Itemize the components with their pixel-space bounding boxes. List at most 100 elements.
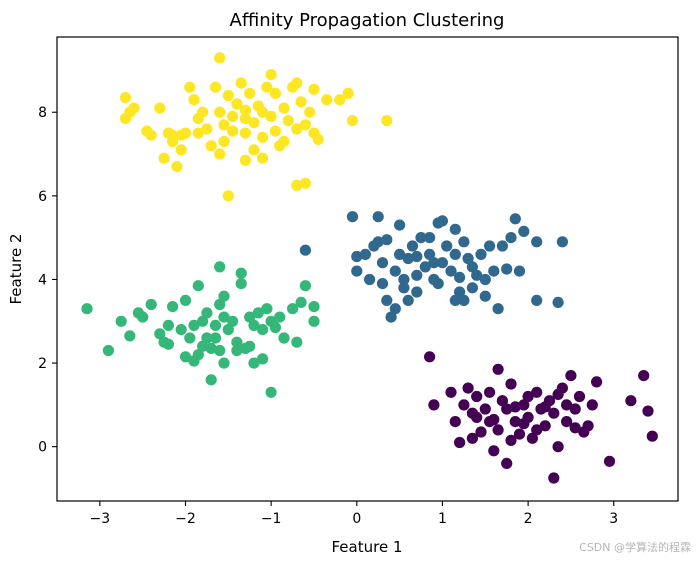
data-point — [505, 434, 517, 446]
y-tick-label: 4 — [38, 272, 47, 288]
data-point — [398, 282, 410, 294]
data-point — [197, 315, 209, 327]
data-point — [539, 401, 551, 413]
data-point — [321, 94, 333, 106]
data-point — [492, 303, 504, 315]
data-point — [287, 303, 299, 315]
data-point — [227, 315, 239, 327]
data-point — [214, 298, 226, 311]
data-point — [432, 278, 444, 290]
data-point — [265, 110, 277, 122]
data-point — [475, 426, 487, 438]
plot-frame — [56, 36, 679, 502]
data-point — [205, 374, 217, 386]
data-point — [376, 257, 389, 269]
data-point — [175, 324, 187, 336]
data-point — [458, 294, 470, 306]
x-axis-label: Feature 1 — [332, 538, 403, 556]
data-point — [257, 152, 269, 164]
data-point — [475, 248, 487, 260]
x-tick-label: 0 — [352, 511, 361, 527]
data-point — [269, 87, 281, 99]
data-point — [381, 115, 393, 127]
data-point — [531, 236, 543, 248]
data-point — [308, 83, 320, 95]
data-point — [218, 290, 230, 302]
data-point — [214, 52, 226, 64]
data-point — [509, 213, 521, 225]
data-point — [244, 87, 256, 99]
data-point — [197, 340, 209, 352]
data-point — [184, 81, 196, 93]
data-point — [145, 298, 157, 311]
data-point — [376, 278, 389, 290]
data-point — [248, 144, 260, 156]
data-point — [214, 344, 226, 357]
data-point — [569, 422, 581, 434]
data-point — [488, 445, 500, 457]
x-tick-label: −2 — [175, 511, 196, 527]
data-point — [591, 376, 603, 388]
data-point — [265, 69, 277, 81]
data-point — [462, 252, 474, 265]
data-point — [484, 386, 496, 398]
data-point — [291, 77, 303, 89]
data-point — [154, 102, 166, 114]
data-point — [244, 340, 256, 352]
data-point — [282, 115, 294, 127]
data-point — [394, 248, 406, 260]
data-point — [175, 144, 187, 156]
data-point — [179, 351, 192, 363]
data-point — [561, 416, 573, 428]
data-point — [454, 436, 466, 449]
data-point — [154, 328, 166, 340]
data-point — [214, 106, 226, 118]
data-point — [428, 257, 440, 269]
data-point — [552, 441, 564, 453]
data-point — [466, 282, 478, 294]
data-point — [295, 296, 307, 308]
data-point — [402, 294, 414, 306]
data-point — [218, 357, 230, 369]
data-point — [505, 378, 517, 390]
data-point — [167, 301, 179, 313]
chart-title: Affinity Propagation Clustering — [230, 10, 505, 31]
data-point — [424, 351, 436, 363]
data-point — [209, 81, 222, 93]
data-point — [462, 382, 474, 394]
data-point — [539, 420, 551, 432]
data-point — [513, 428, 526, 440]
data-point — [201, 307, 213, 319]
data-point — [458, 399, 470, 411]
data-point — [646, 430, 658, 442]
data-point — [274, 311, 286, 323]
data-point — [603, 455, 616, 467]
data-point — [436, 215, 448, 227]
data-point — [257, 106, 269, 118]
data-point — [171, 161, 183, 173]
data-point — [192, 127, 204, 139]
data-point — [299, 280, 311, 292]
data-point — [227, 125, 239, 137]
data-point — [192, 280, 204, 292]
y-tick-label: 6 — [38, 189, 47, 205]
data-point — [334, 94, 346, 106]
data-point — [162, 338, 174, 350]
data-point — [364, 273, 376, 286]
data-point — [466, 432, 478, 444]
data-point — [218, 311, 230, 323]
data-point — [291, 179, 303, 191]
data-point — [561, 399, 573, 411]
data-point — [291, 336, 303, 348]
data-point — [449, 248, 461, 260]
data-point — [119, 92, 132, 104]
data-point — [428, 399, 440, 411]
data-point — [81, 303, 93, 315]
data-point — [342, 87, 354, 99]
data-point — [291, 123, 303, 135]
data-point — [424, 232, 436, 244]
data-point — [201, 332, 213, 344]
data-point — [308, 315, 320, 327]
data-point — [188, 94, 200, 106]
data-point — [552, 388, 564, 400]
